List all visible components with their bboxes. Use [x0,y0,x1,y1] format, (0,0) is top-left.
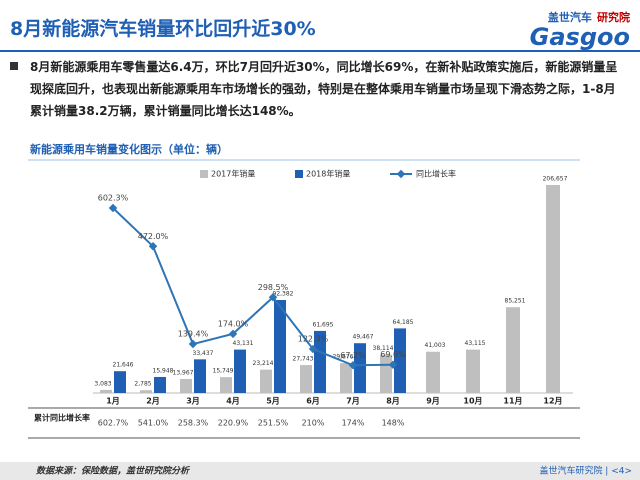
growth-line [112,207,394,367]
table-value: 220.9% [218,419,249,428]
bar-value-label: 41,003 [425,342,446,349]
x-tick-label: 2月 [146,397,160,406]
bar [394,328,406,393]
bar [380,354,392,393]
bar [114,371,126,393]
bullet-dot [10,62,18,70]
x-tick-label: 9月 [426,397,440,406]
bar-value-label: 49,467 [353,334,374,341]
x-tick-label: 7月 [346,397,360,406]
line-value-label: 67.2% [340,351,366,360]
line-marker [308,344,318,354]
bar [426,351,440,393]
bar-value-label: 13,967 [173,369,194,376]
logo-cn: 盖世汽车 [547,11,592,24]
bar-value-label: 29,676 [333,354,354,361]
line-marker [268,293,278,302]
bar [100,389,112,393]
line-marker [388,360,398,369]
table-label: 累计同比增长率 [34,413,90,423]
table-value: 541.0% [138,419,169,428]
line-value-label: 472.0% [138,232,169,241]
bar-value-label: 21,646 [113,362,134,369]
x-tick-label: 3月 [186,397,200,406]
bar-value-label: 43,115 [465,340,486,347]
bar-value-label: 38,114 [373,345,394,352]
logo-en: Gasgoo [529,23,630,51]
legend-swatch [200,170,208,178]
footer-page: 盖世汽车研究院 | <4> [539,465,632,477]
bar-value-label: 43,131 [233,340,254,347]
line-value-label: 139.4% [178,330,209,339]
bullet-text: 8月新能源乘用车零售量达6.4万，环比7月回升近30%，同比增长69%，在新补贴… [30,60,618,118]
bar [140,390,152,393]
legend-marker [396,169,406,179]
x-tick-label: 6月 [306,397,320,406]
line-marker [228,329,238,339]
footer-band [0,462,640,480]
line-value-label: 69.0% [380,350,406,359]
bar-value-label: 64,185 [393,319,414,326]
bar [546,185,560,393]
bar [180,378,192,393]
x-tick-label: 4月 [226,397,240,406]
bar [194,359,206,393]
x-tick-label: 1月 [106,397,120,406]
line-marker [348,361,358,370]
footer-source: 数据来源：保险数据，盖世研究院分析 [36,466,191,477]
bar [300,365,312,393]
legend-label: 2017年销量 [211,169,255,179]
table-value: 258.3% [178,419,209,428]
x-tick-label: 11月 [503,397,522,406]
line-value-label: 602.3% [98,194,129,203]
table-value: 251.5% [258,419,289,428]
line-marker [108,203,118,213]
line-value-label: 298.5% [258,283,289,292]
x-tick-label: 8月 [386,397,400,406]
bar [506,307,520,393]
bar-value-label: 15,749 [213,368,234,375]
bar [220,377,232,393]
x-tick-label: 12月 [543,397,562,406]
legend-label: 2018年销量 [306,169,350,179]
bar-value-label: 3,083 [94,380,111,387]
title-rule [0,50,640,52]
bar [340,363,352,393]
bar [466,349,480,393]
chart-title: 新能源乘用车销量变化图示（单位：辆） [30,142,228,156]
x-tick-label: 5月 [266,397,280,406]
bar-value-label: 15,948 [153,367,174,374]
bar [260,369,272,393]
table-value: 148% [382,419,405,428]
table-value: 210% [302,419,325,428]
bar-value-label: 61,695 [313,321,334,328]
slide-title: 8月新能源汽车销量环比回升近30% [10,18,316,40]
bar-value-label: 2,785 [134,381,151,388]
table-value: 174% [342,419,365,428]
bar [354,343,366,393]
x-tick-label: 10月 [463,397,482,406]
bar [274,300,286,393]
legend-label: 同比增长率 [416,169,456,179]
legend-swatch [295,170,303,178]
bar-value-label: 27,743 [293,356,314,363]
bar-value-label: 33,437 [193,350,214,357]
line-value-label: 122.3% [298,335,329,344]
bar [234,349,246,393]
bar [154,376,166,393]
logo: 盖世汽车 研究院 Gasgoo [470,6,630,49]
bar-value-label: 85,251 [505,298,526,305]
table-value: 602.7% [98,419,129,428]
line-marker [148,242,158,251]
line-value-label: 174.0% [218,319,249,328]
bar-value-label: 23,214 [253,360,274,367]
bar-value-label: 92,382 [273,291,294,298]
bar-value-label: 206,657 [543,176,568,183]
bar [314,330,326,393]
logo-tag: 研究院 [597,11,630,24]
line-marker [188,339,198,349]
